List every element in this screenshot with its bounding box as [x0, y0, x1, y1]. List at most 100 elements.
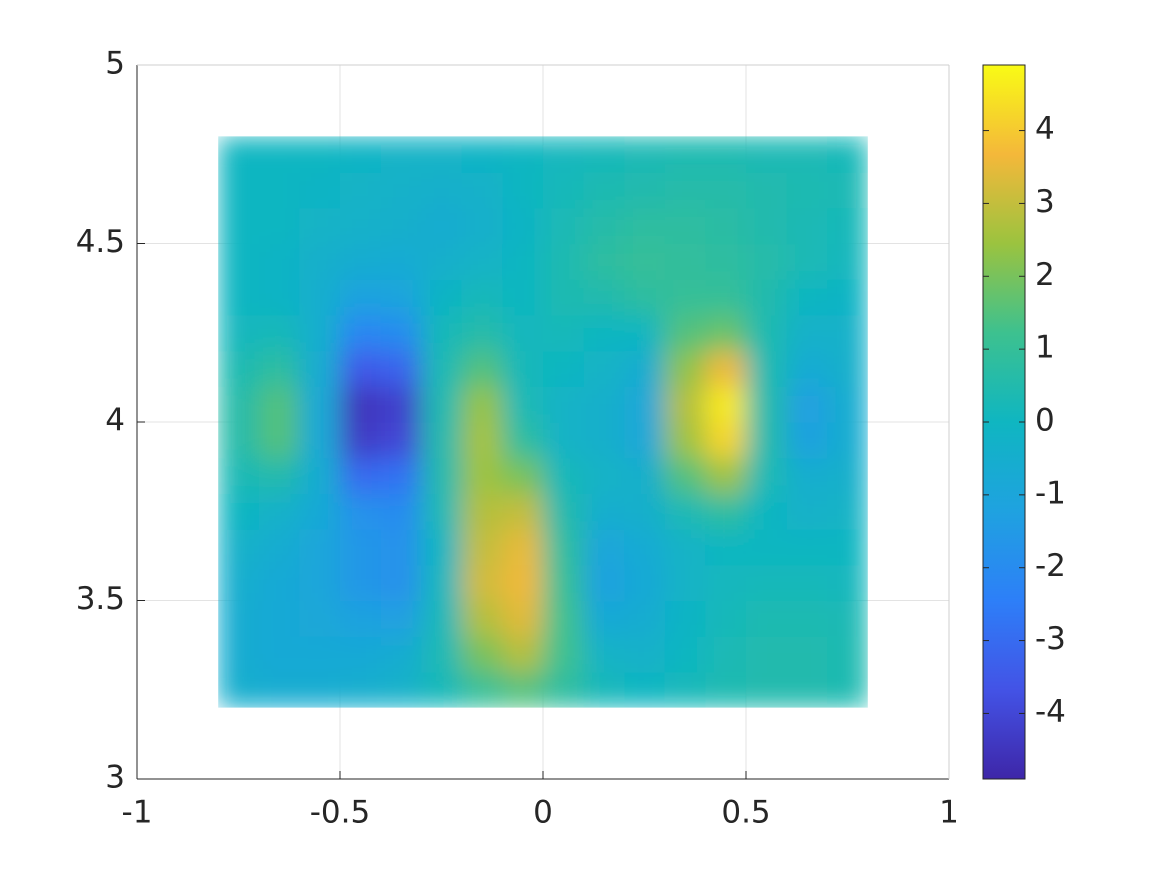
heatmap-cell [543, 243, 585, 280]
heatmap-cell [543, 172, 585, 209]
heatmap-cell [258, 386, 300, 423]
heatmap-cell [664, 279, 706, 316]
heatmap-cell [421, 279, 463, 316]
heatmap-cell [299, 350, 341, 387]
heatmap-cell [746, 600, 788, 637]
heatmap-cell [624, 600, 666, 637]
heatmap-cell [421, 564, 463, 602]
heatmap-cell [258, 457, 300, 494]
heatmap-cell [786, 314, 828, 352]
heatmap-cell [258, 207, 300, 245]
heatmap-cell [340, 386, 382, 423]
heatmap-cell [664, 422, 706, 459]
heatmap-cell [624, 136, 666, 173]
heatmap-cell [705, 564, 747, 602]
x-tick-label: 1 [939, 795, 959, 831]
heatmap-cell [421, 386, 463, 423]
heatmap-cell [827, 636, 868, 673]
heatmap-cell [583, 529, 625, 566]
heatmap-cell [705, 600, 747, 637]
heatmap-cell [258, 243, 300, 280]
heatmap-cell [380, 279, 422, 316]
heatmap-cell [218, 350, 260, 387]
heatmap-cell [746, 172, 788, 209]
heatmap-cell [380, 172, 422, 209]
heatmap-cell [705, 279, 747, 316]
heatmap-cell [299, 457, 341, 494]
heatmap-cell [421, 457, 463, 494]
heatmap-cell [624, 386, 666, 423]
heatmap-cell [624, 671, 666, 708]
heatmap-cell [380, 386, 422, 423]
heatmap-cell [786, 457, 828, 494]
heatmap-cell [746, 279, 788, 316]
heatmap-cell [299, 564, 341, 602]
heatmap-cell [786, 564, 828, 602]
heatmap-cell [502, 564, 544, 602]
heatmap-cell [746, 671, 788, 708]
heatmap-cell [624, 457, 666, 494]
heatmap-cell [583, 457, 625, 494]
heatmap-cell [380, 457, 422, 494]
heatmap-cell [543, 529, 585, 566]
heatmap-cell [624, 172, 666, 209]
heatmap-cell [340, 564, 382, 602]
heatmap-cell [543, 600, 585, 637]
heatmap-cell [786, 243, 828, 280]
heatmap-cell [664, 386, 706, 423]
heatmap-cell [258, 279, 300, 316]
heatmap-cell [299, 172, 341, 209]
heatmap-cell [218, 422, 260, 459]
heatmap-cell [218, 636, 260, 673]
heatmap-cell [258, 529, 300, 566]
colorbar [982, 64, 1026, 780]
heatmap-cell [624, 422, 666, 459]
heatmap-cell [258, 600, 300, 637]
heatmap-cell [664, 207, 706, 245]
colorbar-tick-label: -3 [1035, 621, 1066, 657]
heatmap-cell [461, 493, 503, 530]
heatmap-cell [705, 422, 747, 459]
heatmap-cell [218, 172, 260, 209]
heatmap-cell [421, 671, 463, 708]
heatmap-cell [705, 457, 747, 494]
heatmap-cell [746, 493, 788, 530]
heatmap-cell [786, 493, 828, 530]
heatmap-cell [502, 386, 544, 423]
heatmap-cell [340, 671, 382, 708]
heatmap-cell [461, 600, 503, 637]
heatmap-cell [421, 136, 463, 173]
heatmap-cell [218, 314, 260, 352]
heatmap-cell [786, 350, 828, 387]
heatmap-cell [218, 529, 260, 566]
heatmap-cell [421, 600, 463, 637]
heatmap-cell [461, 350, 503, 387]
heatmap-cell [786, 172, 828, 209]
heatmap-cell [827, 172, 868, 209]
heatmap-cell [543, 279, 585, 316]
heatmap-cell [746, 529, 788, 566]
heatmap-cell [827, 493, 868, 530]
heatmap-cell [827, 350, 868, 387]
heatmap-cell [746, 386, 788, 423]
heatmap-cell [624, 636, 666, 673]
heatmap-cell [543, 636, 585, 673]
heatmap-cell [461, 457, 503, 494]
heatmap-cell [502, 172, 544, 209]
heatmap-cell [218, 457, 260, 494]
x-tick-label: -1 [122, 795, 153, 831]
heatmap-cell [664, 457, 706, 494]
heatmap-cell [624, 529, 666, 566]
heatmap-cell [664, 350, 706, 387]
heatmap-cell [786, 279, 828, 316]
heatmap-cell [543, 564, 585, 602]
heatmap-cell [299, 422, 341, 459]
heatmap-cell [827, 136, 868, 173]
heatmap-cell [664, 493, 706, 530]
heatmap-cell [583, 172, 625, 209]
heatmap-cell [543, 422, 585, 459]
heatmap-cell [786, 600, 828, 637]
heatmap-cell [502, 279, 544, 316]
heatmap-cell [786, 636, 828, 673]
heatmap-cell [746, 457, 788, 494]
